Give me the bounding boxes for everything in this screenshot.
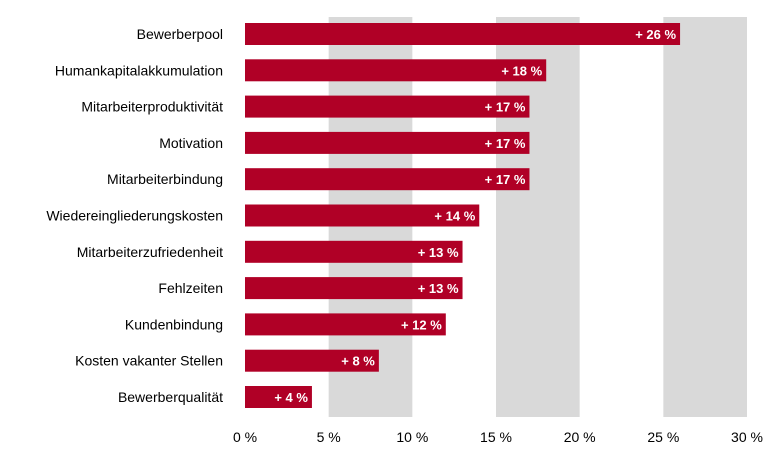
category-label: Kundenbindung [125, 316, 223, 332]
bar [245, 95, 530, 118]
grid-band [663, 17, 747, 417]
bar-value-label: + 17 % [485, 172, 526, 187]
bar [245, 204, 480, 227]
bar-value-label: + 13 % [418, 245, 459, 260]
x-tick-label: 20 % [564, 429, 596, 445]
category-label: Wiedereingliederungskosten [46, 208, 223, 224]
bar-value-label: + 13 % [418, 281, 459, 296]
category-labels: Bewerberpool Humankapitalakkumulation Mita… [46, 26, 223, 405]
bars: + 26 % + 18 % + 17 % + 17 % + 17 % + 14 % + 13… [245, 23, 681, 408]
category-label: Humankapitalakkumulation [55, 62, 223, 78]
category-label: Mitarbeiterproduktivität [81, 99, 223, 115]
category-label: Fehlzeiten [158, 280, 223, 296]
bar [245, 313, 446, 336]
bar [245, 131, 530, 154]
bar-value-label: + 12 % [401, 317, 442, 332]
category-label: Bewerberqualität [118, 389, 223, 405]
bar [245, 240, 463, 263]
grid-band [496, 17, 580, 417]
category-label: Bewerberpool [137, 26, 223, 42]
bar-value-label: + 17 % [485, 136, 526, 151]
bar-value-label: + 17 % [485, 100, 526, 115]
background-bands [328, 17, 747, 417]
x-axis-ticks: 0 % 5 % 10 % 15 % 20 % 25 % 30 % [233, 429, 763, 445]
category-label: Motivation [159, 135, 223, 151]
x-tick-label: 0 % [233, 429, 257, 445]
bar-value-label: + 8 % [341, 354, 375, 369]
bar [245, 277, 463, 300]
bar [245, 386, 312, 408]
bar-value-label: + 4 % [274, 390, 308, 405]
bar [245, 59, 547, 82]
category-label: Mitarbeiterzufriedenheit [77, 244, 223, 260]
bar-value-label: + 18 % [501, 63, 542, 78]
bar [245, 349, 379, 372]
bar [245, 168, 530, 191]
bar [245, 23, 681, 45]
x-tick-label: 10 % [396, 429, 428, 445]
x-tick-label: 25 % [647, 429, 679, 445]
x-tick-label: 30 % [731, 429, 763, 445]
x-tick-label: 15 % [480, 429, 512, 445]
category-label: Kosten vakanter Stellen [75, 353, 223, 369]
bar-value-label: + 26 % [635, 27, 676, 42]
x-tick-label: 5 % [317, 429, 341, 445]
category-label: Mitarbeiterbindung [107, 171, 223, 187]
bar-value-label: + 14 % [434, 209, 475, 224]
